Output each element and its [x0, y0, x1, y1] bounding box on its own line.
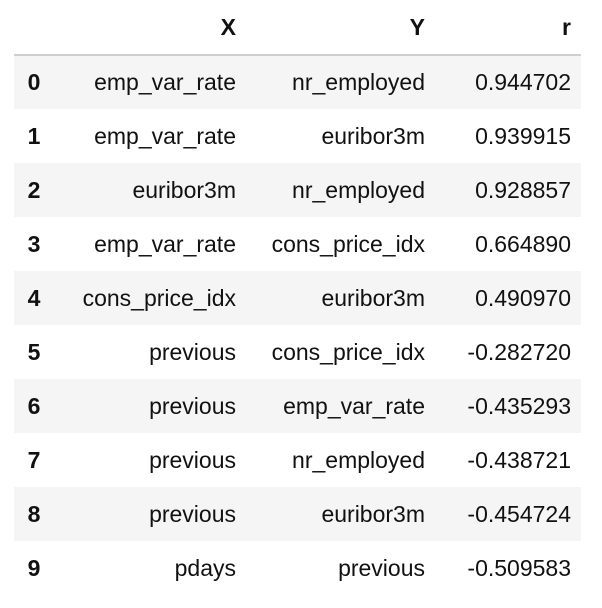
table-row: 5 previous cons_price_idx -0.282720: [14, 325, 581, 379]
cell-x: pdays: [174, 554, 236, 581]
dataframe-table: X Y r 0 emp_var_rate nr_employed 0.94470…: [14, 0, 581, 595]
cell-r: -0.454724: [467, 500, 571, 527]
table-body: 0 emp_var_rate nr_employed 0.944702 1 em…: [14, 55, 581, 595]
row-index: 6: [27, 392, 41, 419]
cell-y: nr_employed: [292, 69, 425, 95]
cell-r: 0.664890: [475, 230, 571, 257]
cell-x: previous: [149, 392, 236, 419]
table-row: 4 cons_price_idx euribor3m 0.490970: [14, 271, 581, 325]
cell-x: emp_var_rate: [94, 230, 236, 257]
row-index: 3: [27, 230, 41, 257]
row-index: 2: [27, 176, 41, 203]
cell-x: previous: [149, 446, 236, 473]
cell-r: 0.939915: [475, 122, 571, 149]
index-column-header: [14, 0, 54, 56]
cell-r: -0.509583: [467, 554, 571, 581]
row-index: 1: [27, 122, 41, 149]
cell-r: -0.435293: [467, 392, 571, 419]
cell-r: 0.490970: [475, 284, 571, 311]
column-header-x: X: [54, 0, 246, 56]
table-header: X Y r: [14, 0, 581, 56]
cell-y: previous: [338, 554, 425, 581]
cell-y: nr_employed: [292, 176, 425, 203]
header-row: X Y r: [14, 0, 581, 56]
table-row: 9 pdays previous -0.509583: [14, 541, 581, 595]
cell-y: cons_price_idx: [271, 230, 425, 257]
row-index: 7: [27, 446, 41, 473]
cell-y: euribor3m: [321, 500, 425, 527]
table-row: 0 emp_var_rate nr_employed 0.944702: [14, 55, 581, 109]
cell-r: 0.928857: [475, 176, 571, 203]
cell-x: euribor3m: [132, 176, 236, 203]
row-index: 4: [27, 284, 41, 311]
column-header-y: Y: [246, 0, 435, 56]
cell-y: cons_price_idx: [271, 338, 425, 365]
cell-y: euribor3m: [321, 284, 425, 311]
cell-x: emp_var_rate: [94, 122, 236, 149]
row-index: 8: [27, 500, 41, 527]
column-header-r: r: [435, 0, 581, 56]
dataframe-output: X Y r 0 emp_var_rate nr_employed 0.94470…: [14, 0, 581, 595]
cell-x: emp_var_rate: [94, 69, 236, 95]
table-row: 2 euribor3m nr_employed 0.928857: [14, 163, 581, 217]
row-index: 9: [27, 554, 41, 581]
cell-r: -0.282720: [467, 338, 571, 365]
table-row: 8 previous euribor3m -0.454724: [14, 487, 581, 541]
row-index: 5: [27, 338, 41, 365]
row-index: 0: [27, 69, 41, 95]
table-row: 3 emp_var_rate cons_price_idx 0.664890: [14, 217, 581, 271]
cell-x: cons_price_idx: [82, 284, 236, 311]
table-row: 1 emp_var_rate euribor3m 0.939915: [14, 109, 581, 163]
cell-x: previous: [149, 338, 236, 365]
table-row: 7 previous nr_employed -0.438721: [14, 433, 581, 487]
cell-x: previous: [149, 500, 236, 527]
cell-y: nr_employed: [292, 446, 425, 473]
cell-y: emp_var_rate: [283, 392, 425, 419]
cell-y: euribor3m: [321, 122, 425, 149]
cell-r: 0.944702: [475, 69, 571, 95]
cell-r: -0.438721: [467, 446, 571, 473]
table-row: 6 previous emp_var_rate -0.435293: [14, 379, 581, 433]
